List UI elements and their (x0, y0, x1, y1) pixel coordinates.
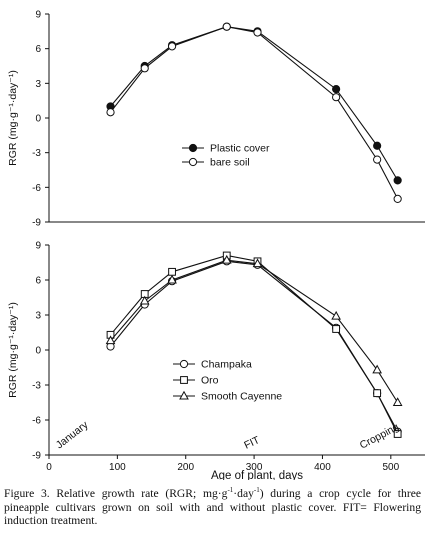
legend-label-plastic-cover: Plastic cover (210, 143, 270, 155)
caption-rest: ) during a crop cycle for three pineappl… (4, 487, 421, 527)
panel-top-y-axis-label: RGR (mg·g⁻¹·day⁻¹) (7, 70, 19, 166)
panel-bottom-x-tick-label: 100 (109, 462, 126, 473)
panel-top-y-tick-label: 9 (35, 10, 41, 21)
data-point-oro (168, 267, 176, 276)
data-point-smooth-cayenne (167, 274, 177, 284)
data-point-bare-soil (140, 64, 149, 73)
data-point-bare-soil (393, 194, 402, 203)
panel-bottom-x-tick-label: 400 (314, 462, 331, 473)
data-point-oro (393, 430, 402, 438)
data-point-smooth-cayenne (221, 254, 232, 264)
data-point-bare-soil (106, 108, 115, 117)
panel-bottom-x-axis-label: Age of plant, days (211, 470, 303, 480)
data-point-smooth-cayenne (139, 295, 150, 305)
series-line-bare-soil (110, 26, 399, 200)
caption-superscript-2: -1 (253, 486, 260, 495)
figure-caption: Figure 3. Relative growth rate (RGR; mg·… (4, 487, 421, 528)
data-point-bare-soil (373, 155, 382, 164)
panel-bottom-x-tick-label: 0 (46, 462, 52, 473)
data-point-bare-soil (167, 42, 177, 51)
panel-bottom-x-tick-label: 300 (246, 462, 263, 473)
panel-bottom-y-tick-label: 6 (35, 276, 41, 287)
data-point-smooth-cayenne (392, 397, 403, 406)
data-point-plastic-cover (393, 176, 402, 185)
series-line-smooth-cayenne (110, 259, 399, 403)
caption-superscript-1: -1 (227, 486, 234, 495)
panel-top-y-tick-label: 0 (35, 114, 41, 125)
panel-top-y-tick-label: 6 (35, 44, 41, 55)
panel-top-y-tick-label: -3 (32, 148, 41, 159)
data-point-smooth-cayenne (252, 258, 263, 268)
annotation-january: January (54, 418, 91, 451)
data-point-bare-soil (253, 28, 262, 37)
data-point-oro (373, 389, 382, 398)
data-point-oro (332, 325, 341, 333)
legend-label-smooth-cayenne: Smooth Cayenne (201, 391, 282, 403)
series-line-oro (110, 254, 399, 435)
legend-label-bare-soil: bare soil (210, 157, 250, 169)
figure-svg: 9 6 3 0 -3 -6 -9 RGR (mg·g⁻¹·day⁻¹) Plastic cove… (7, 10, 425, 480)
data-point-smooth-cayenne (331, 310, 341, 320)
panel-top-y-tick-label: -9 (32, 218, 41, 229)
data-point-smooth-cayenne (105, 335, 116, 345)
panel-bottom-y-tick-label: -9 (32, 451, 41, 462)
legend-marker (179, 359, 189, 369)
caption-mid: ·day (233, 487, 254, 500)
annotation-fit: FIT (242, 434, 262, 452)
legend-marker (188, 157, 198, 167)
panel-bottom-y-tick-label: 3 (35, 311, 41, 322)
data-point-bare-soil (332, 93, 341, 102)
series-line-plastic-cover (110, 26, 399, 181)
panel-bottom-y-tick-label: -3 (32, 381, 41, 392)
panel-bottom-x-tick-label: 200 (177, 462, 194, 473)
panel-bottom-y-axis-label: RGR (mg·g⁻¹·day⁻¹) (7, 302, 19, 398)
legend-label-oro: Oro (201, 375, 219, 387)
panel-bottom-y-tick-label: 0 (35, 346, 41, 357)
legend-marker (180, 376, 188, 384)
caption-prefix: Figure 3. Relative growth rate (RGR; mg·… (4, 487, 228, 500)
data-point-bare-soil (222, 22, 231, 31)
panel-bottom-x-tick-label: 500 (382, 462, 399, 473)
panel-top-y-tick-label: -6 (32, 183, 41, 194)
panel-bottom-y-tick-label: 9 (35, 241, 41, 252)
panel-top-y-tick-label: 3 (35, 79, 41, 90)
legend-marker (188, 143, 198, 153)
data-point-smooth-cayenne (372, 364, 382, 374)
panel-bottom-y-tick-label: -6 (32, 416, 41, 427)
legend-label-champaka: Champaka (201, 359, 252, 371)
legend-marker (179, 390, 189, 400)
data-point-plastic-cover (373, 141, 382, 150)
data-point-plastic-cover (332, 85, 341, 94)
